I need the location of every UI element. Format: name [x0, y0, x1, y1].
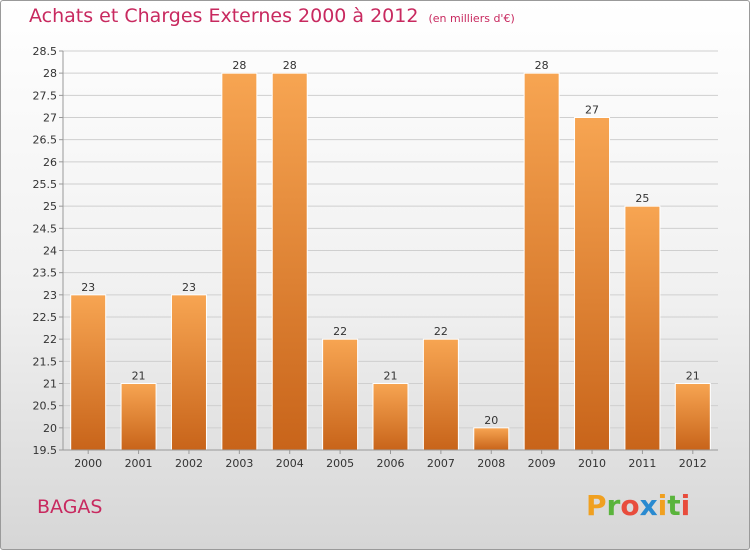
x-tick-label: 2003	[225, 457, 253, 470]
bar-value-label: 28	[283, 59, 297, 72]
y-tick-label: 22.5	[33, 311, 58, 324]
bar-value-label: 22	[434, 325, 448, 338]
bar	[473, 427, 510, 451]
y-tick-label: 23	[43, 289, 57, 302]
bar-value-label: 27	[585, 104, 599, 117]
y-tick-label: 27.5	[33, 89, 58, 102]
y-tick-label: 24	[43, 245, 57, 258]
bar	[170, 294, 207, 451]
x-axis: 2000 2001 2002 2003 2004 2005 2006 2007 2008 2009…	[63, 449, 718, 470]
chart-title: Achats et Charges Externes 2000 à 2012 (e…	[29, 5, 515, 27]
bar	[624, 205, 661, 451]
logo-letter: r	[606, 489, 621, 522]
logo-letter: x	[639, 489, 658, 522]
bar-value-label: 23	[182, 281, 196, 294]
y-tick-label: 26.5	[33, 134, 58, 147]
y-tick-label: 25.5	[33, 178, 58, 191]
x-tick-label: 2001	[125, 457, 153, 470]
y-tick-label: 23.5	[33, 267, 58, 280]
commune-name: BAGAS	[37, 496, 103, 518]
x-tick-label: 2012	[679, 457, 707, 470]
bar-value-label: 28	[232, 59, 246, 72]
bar	[372, 383, 409, 451]
y-axis: 19.5 20 20.5 21 21.5 22 22.5 23 23.5 24 24.5 25 25.5…	[33, 45, 64, 457]
y-tick-label: 19.5	[33, 444, 58, 457]
bar-value-label: 25	[635, 192, 649, 205]
y-tick-label: 25	[43, 200, 57, 213]
x-tick-label: 2006	[377, 457, 405, 470]
bar	[674, 383, 711, 451]
bar	[221, 72, 258, 451]
x-tick-label: 2004	[276, 457, 304, 470]
bar-value-label: 21	[132, 370, 146, 383]
bar-value-label: 23	[81, 281, 95, 294]
x-tick-label: 2002	[175, 457, 203, 470]
y-tick-label: 28	[43, 67, 57, 80]
bar-value-label: 20	[484, 414, 498, 427]
bar-value-label: 22	[333, 325, 347, 338]
bar	[271, 72, 308, 451]
y-tick-label: 27	[43, 112, 57, 125]
chart-unit: (en milliers d'€)	[428, 12, 515, 25]
bar	[120, 383, 157, 451]
logo-letter: t	[667, 489, 681, 522]
bar	[70, 294, 107, 451]
y-tick-label: 21.5	[33, 355, 58, 368]
y-tick-label: 24.5	[33, 222, 58, 235]
x-tick-label: 2005	[326, 457, 354, 470]
bar-value-label: 21	[686, 370, 700, 383]
bar-value-label: 28	[535, 59, 549, 72]
x-tick-label: 2007	[427, 457, 455, 470]
y-tick-label: 21	[43, 378, 57, 391]
logo-letter: i	[657, 489, 668, 522]
y-tick-label: 20.5	[33, 400, 58, 413]
chart-title-text: Achats et Charges Externes 2000 à 2012	[29, 5, 419, 27]
logo-letter: P	[586, 489, 607, 522]
x-tick-label: 2009	[528, 457, 556, 470]
logo-letter: o	[620, 489, 640, 522]
x-tick-label: 2000	[74, 457, 102, 470]
x-tick-label: 2011	[628, 457, 656, 470]
bar	[574, 117, 611, 451]
y-tick-label: 28.5	[33, 45, 58, 58]
bars: 23 21 23 28 28 22 21 22 20 28 27 25 21	[70, 59, 711, 451]
x-tick-label: 2010	[578, 457, 606, 470]
proxiti-logo[interactable]: Proxiti	[586, 489, 690, 522]
logo-letter: i	[680, 489, 691, 522]
bar	[523, 72, 560, 451]
bar-value-label: 21	[384, 370, 398, 383]
bar	[322, 338, 359, 451]
y-tick-label: 22	[43, 333, 57, 346]
x-tick-label: 2008	[477, 457, 505, 470]
y-tick-label: 20	[43, 422, 57, 435]
bar	[422, 338, 459, 451]
y-tick-label: 26	[43, 156, 57, 169]
